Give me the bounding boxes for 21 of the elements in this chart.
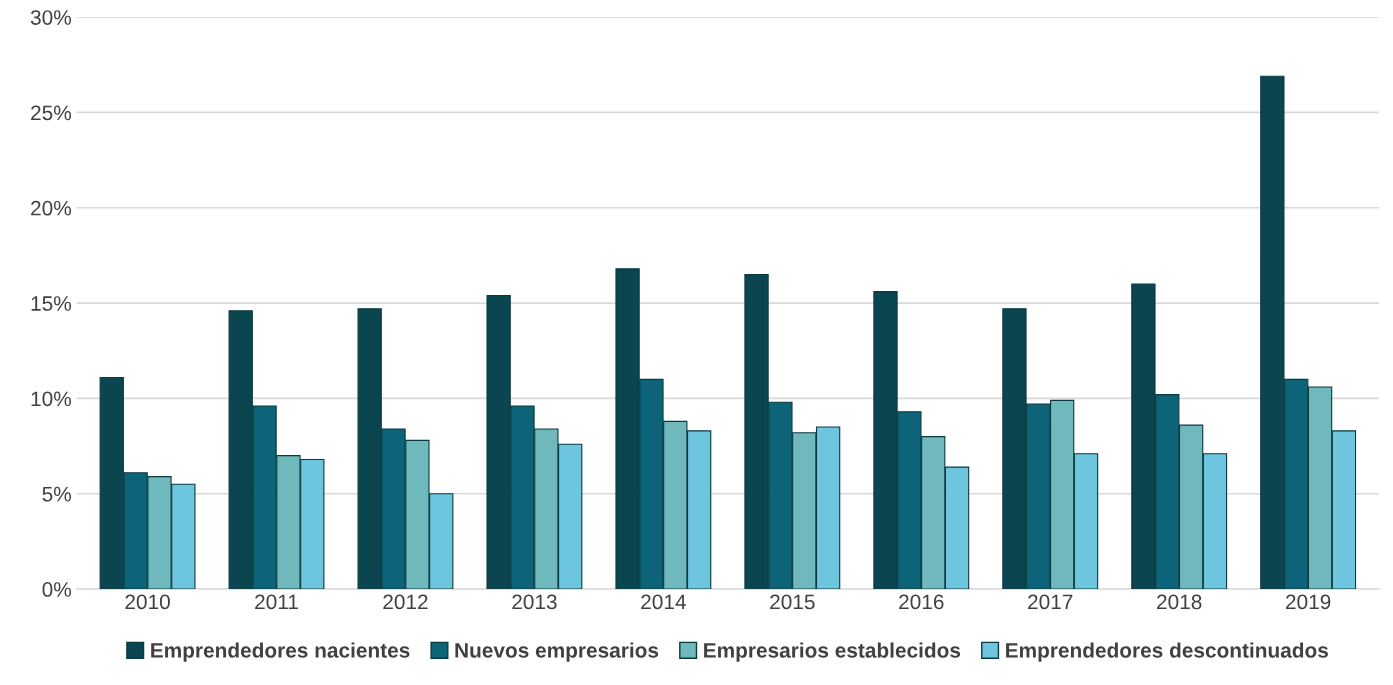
legend-label: Empresarios establecidos: [704, 642, 961, 662]
x-tick-label: 2019: [1286, 594, 1331, 610]
legend-label: Emprendedores nacientes: [151, 642, 410, 662]
x-tick-label: 2018: [1157, 594, 1202, 610]
y-tick-label: 10%: [31, 391, 72, 407]
y-tick-label: 15%: [31, 296, 72, 311]
y-tick-label: 30%: [30, 10, 72, 25]
legend-label: Emprendedores descontinuados: [1006, 642, 1328, 662]
legend-label: Nuevos empresarios: [455, 642, 659, 662]
x-tick-label: 2010: [125, 594, 170, 610]
y-tick-label: 20%: [31, 200, 72, 216]
x-tick-label: 2012: [383, 594, 428, 610]
y-tick-label: 5%: [42, 486, 72, 502]
x-tick-label: 2014: [641, 594, 686, 610]
y-tick-label: 0%: [42, 582, 72, 597]
y-tick-label: 25%: [31, 105, 72, 121]
x-tick-label: 2017: [1028, 594, 1073, 610]
x-tick-label: 2011: [255, 594, 298, 610]
x-tick-label: 2016: [899, 594, 944, 610]
x-tick-label: 2013: [512, 594, 557, 610]
x-tick-label: 2015: [770, 594, 815, 610]
